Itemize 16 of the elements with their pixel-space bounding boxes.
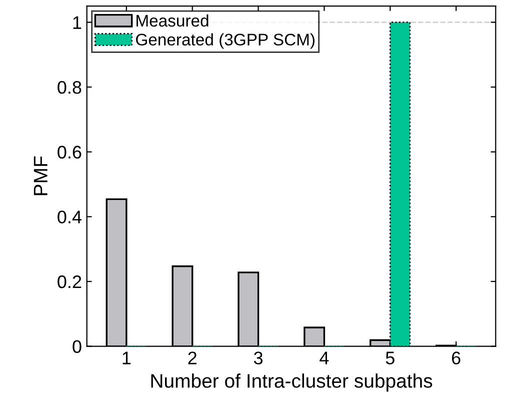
y-tick-label: 0.2: [58, 275, 82, 288]
x-axis-title: Number of Intra-cluster subpaths: [151, 374, 432, 392]
y-tick-label: 0: [72, 340, 82, 353]
x-tick-label: 6: [452, 352, 460, 364]
x-tick-label: 4: [320, 352, 329, 364]
x-tick-label: 2: [188, 352, 196, 364]
legend-label: Measured: [136, 14, 208, 27]
x-tick-label: 3: [254, 352, 263, 364]
y-tick-label: 0.8: [58, 81, 82, 94]
legend-label: Generated (3GPP SCM): [136, 33, 314, 49]
y-tick-label: 0.4: [58, 210, 82, 224]
y-axis-title: PMF: [34, 156, 48, 196]
x-tick-label: 5: [386, 352, 394, 364]
x-tick-label: 1: [122, 352, 131, 364]
y-tick-label: 1: [73, 16, 82, 29]
y-tick-label: 0.6: [58, 146, 82, 159]
